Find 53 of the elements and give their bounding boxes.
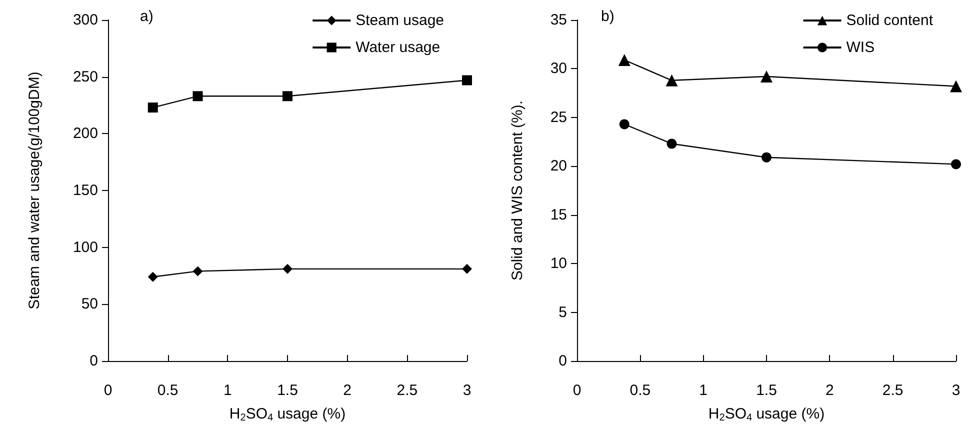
legend-label: WIS xyxy=(846,39,875,56)
legend-label: Solid content xyxy=(846,12,934,29)
y-tick-label: 20 xyxy=(550,158,567,175)
y-tick-label: 10 xyxy=(550,255,567,272)
x-tick-label: 0.5 xyxy=(157,382,178,399)
point xyxy=(192,266,203,276)
point xyxy=(148,102,158,113)
y-tick-label: 300 xyxy=(72,12,98,28)
legend-label: Water usage xyxy=(356,39,440,56)
y-tick-label: 35 xyxy=(550,12,567,28)
x-tick-label: 0 xyxy=(572,382,582,399)
y-tick-label: 250 xyxy=(72,68,98,86)
point xyxy=(282,264,292,274)
x-tick-label: 0 xyxy=(104,382,112,399)
legend-label: Steam usage xyxy=(356,12,444,29)
point xyxy=(951,159,961,170)
x-tick-label: 0.5 xyxy=(630,382,651,399)
point xyxy=(666,138,677,149)
y-tick-label: 0 xyxy=(558,352,567,370)
point xyxy=(950,80,962,92)
point xyxy=(760,70,772,83)
x-tick-label: 2 xyxy=(825,382,834,399)
y-tick-label: 100 xyxy=(72,238,98,256)
y-axis-title: Steam and water usage(g/100gDM) xyxy=(26,72,43,310)
x-tick-label: 3 xyxy=(952,382,960,399)
point xyxy=(282,91,292,102)
point xyxy=(618,54,630,66)
annotation: a) xyxy=(140,8,154,25)
y-tick-label: 0 xyxy=(90,352,98,370)
y-tick-label: 150 xyxy=(72,182,98,199)
x-tick-label: 3 xyxy=(462,382,472,399)
y-tick-label: 5 xyxy=(558,304,567,321)
point xyxy=(148,272,158,282)
y-tick-label: 50 xyxy=(81,296,98,313)
y-tick-label: 25 xyxy=(550,108,567,126)
x-tick-label: 1 xyxy=(699,382,708,399)
point xyxy=(462,75,472,86)
point xyxy=(666,74,678,86)
y-tick-label: 30 xyxy=(550,60,567,78)
point xyxy=(192,91,203,102)
x-tick-label: 2 xyxy=(343,382,352,399)
y-tick-label: 200 xyxy=(72,125,98,142)
annotation: b) xyxy=(601,8,614,25)
x-tick-label: 1 xyxy=(223,382,232,399)
y-tick-label: 15 xyxy=(550,206,567,224)
x-tick-label: 2.5 xyxy=(396,382,418,399)
point xyxy=(762,152,772,162)
point xyxy=(619,119,630,130)
x-tick-label: 1.5 xyxy=(756,382,777,399)
x-tick-label: 1.5 xyxy=(277,382,298,399)
y-axis-title: Solid and WIS content (%). xyxy=(509,100,526,281)
point xyxy=(462,264,472,274)
x-tick-label: 2.5 xyxy=(882,382,904,399)
